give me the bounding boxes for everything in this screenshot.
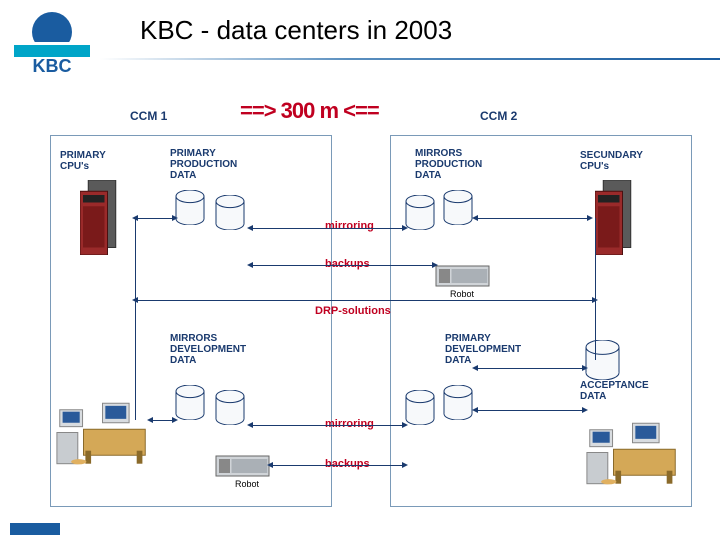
arrow-4 xyxy=(135,300,595,301)
arrow-2 xyxy=(250,265,435,266)
label-5: PRIMARYDEVELOPMENTDATA xyxy=(445,333,521,366)
title-underline xyxy=(100,58,720,60)
red-label-1: backups xyxy=(325,258,370,270)
arrow-9 xyxy=(475,368,585,369)
label-8: Robot xyxy=(235,480,259,490)
arrow-3 xyxy=(475,218,590,219)
red-label-0: mirroring xyxy=(325,220,374,232)
vline-1 xyxy=(595,218,596,360)
label-7: Robot xyxy=(450,290,474,300)
diagram-canvas: CCM 1 CCM 2 ==> 300 m <== PRIMARYCPU's PRIMA… xyxy=(50,100,700,520)
label-1: PRIMARYPRODUCTIONDATA xyxy=(170,148,237,181)
distance-banner: ==> 300 m <== xyxy=(240,98,379,124)
vline-0 xyxy=(135,218,136,420)
arrow-7 xyxy=(270,465,405,466)
label-4: MIRRORSDEVELOPMENTDATA xyxy=(170,333,246,366)
red-label-4: backups xyxy=(325,458,370,470)
arrow-0 xyxy=(135,218,175,219)
kbc-logo: KBC xyxy=(12,10,92,80)
ccm1-label: CCM 1 xyxy=(130,110,167,123)
arrow-5 xyxy=(150,420,175,421)
arrow-6 xyxy=(250,425,405,426)
arrow-8 xyxy=(475,410,585,411)
label-0: PRIMARYCPU's xyxy=(60,150,106,172)
page-title: KBC - data centers in 2003 xyxy=(140,15,452,46)
arrow-1 xyxy=(250,228,405,229)
svg-text:KBC: KBC xyxy=(33,56,72,76)
ccm2-label: CCM 2 xyxy=(480,110,517,123)
label-6: ACCEPTANCEDATA xyxy=(580,380,649,402)
label-2: MIRRORSPRODUCTIONDATA xyxy=(415,148,482,181)
red-label-3: mirroring xyxy=(325,418,374,430)
red-label-2: DRP-solutions xyxy=(315,305,391,317)
label-3: SECUNDARYCPU's xyxy=(580,150,643,172)
footer-accent xyxy=(10,523,60,535)
